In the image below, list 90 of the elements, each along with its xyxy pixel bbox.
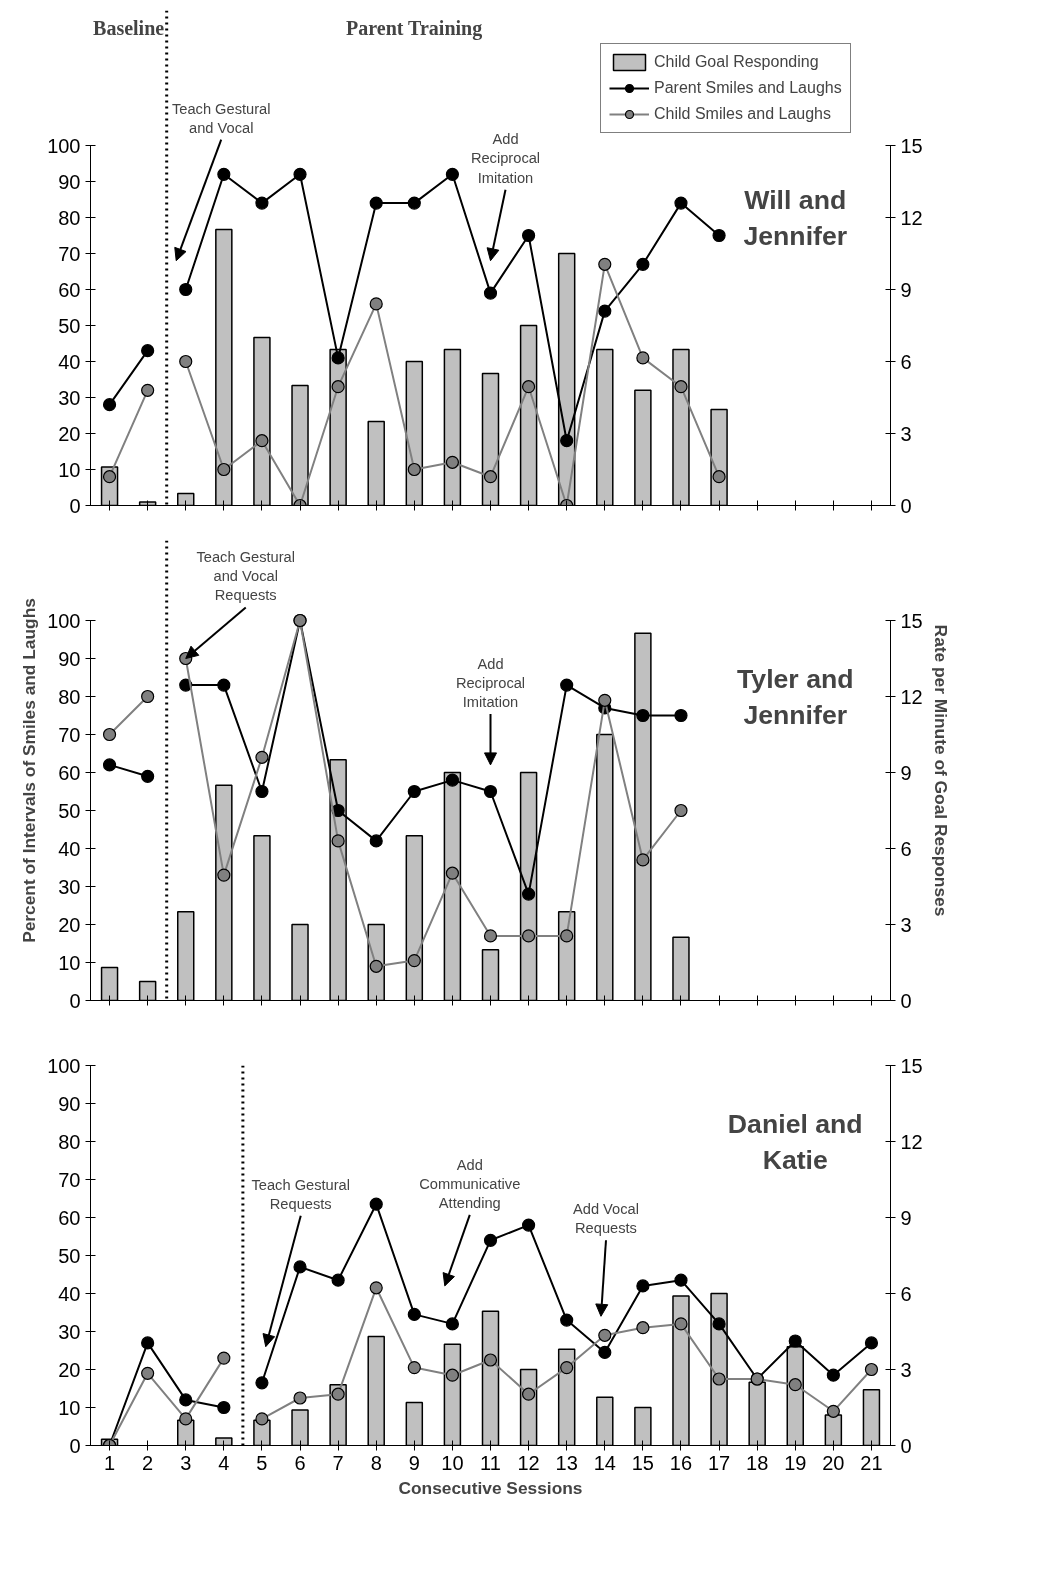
y-tick-label: 90	[58, 1092, 81, 1115]
y-tick-label: 60	[58, 761, 81, 784]
y-tick-label: 60	[58, 278, 81, 301]
y2-tick-label: 0	[900, 989, 912, 1012]
y2-tick-label: 12	[900, 1130, 923, 1153]
y-tick-label: 40	[58, 1282, 81, 1305]
y-tick-label: 20	[58, 913, 81, 936]
y2-tick-label: 3	[900, 422, 912, 445]
y2-tick-label: 12	[900, 685, 923, 708]
y-tick-label: 40	[58, 837, 81, 860]
y-tick-label: 70	[58, 242, 81, 265]
annotation: Add Communicative Attending	[419, 1156, 521, 1211]
y2-tick-label: 6	[900, 837, 912, 860]
x-tick-label: 11	[480, 1451, 501, 1474]
y2-tick-label: 9	[900, 278, 912, 301]
y-tick-label: 100	[47, 609, 81, 632]
y-tick-label: 100	[47, 134, 81, 157]
y2-tick-label: 15	[900, 1054, 923, 1077]
y-tick-label: 10	[58, 951, 81, 974]
x-tick-label: 15	[631, 1451, 655, 1474]
y-tick-label: 30	[58, 875, 81, 898]
y2-axis-title: Rate per Minute of Goal Responses	[930, 624, 951, 917]
annotation: Teach Gestural and Vocal Requests	[196, 549, 296, 604]
x-tick-label: 6	[294, 1451, 306, 1474]
x-tick-label: 20	[822, 1451, 845, 1474]
y-tick-label: 90	[58, 647, 81, 670]
y-tick-label: 90	[58, 170, 81, 193]
x-tick-label: 1	[103, 1451, 116, 1474]
text: Daniel and Katie	[727, 1108, 863, 1175]
x-tick-label: 19	[784, 1451, 807, 1474]
y2-tick-label: 9	[900, 1206, 912, 1229]
y-tick-label: 20	[58, 1358, 81, 1381]
x-tick-label: 17	[707, 1451, 731, 1474]
x-tick-label: 3	[180, 1451, 192, 1474]
y-tick-label: 0	[69, 1434, 81, 1457]
x-tick-label: 8	[370, 1451, 382, 1474]
text: Baseline	[93, 16, 165, 39]
legend-label: Child Smiles and Laughs	[654, 105, 831, 123]
y-tick-label: 0	[69, 494, 81, 517]
y-tick-label: 100	[47, 1054, 81, 1077]
x-tick-label: 9	[408, 1451, 420, 1474]
y2-tick-label: 12	[900, 206, 923, 229]
y-tick-label: 10	[58, 1396, 81, 1419]
x-tick-label: 14	[593, 1451, 616, 1474]
annotation: Add Reciprocal Imitation	[455, 655, 526, 710]
text: Tyler and Jennifer	[737, 663, 854, 730]
x-tick-label: 4	[218, 1451, 230, 1474]
y-tick-label: 50	[58, 799, 81, 822]
y2-tick-label: 6	[900, 1282, 912, 1305]
y-tick-label: 70	[58, 723, 81, 746]
y-axis-title: Percent of Intervals of Smiles and Laughs	[19, 598, 40, 943]
y-tick-label: 80	[58, 206, 81, 229]
x-tick-label: 12	[517, 1451, 540, 1474]
text: Teach Gestural and Vocal	[171, 100, 271, 136]
y2-tick-label: 0	[900, 494, 912, 517]
x-tick-label: 18	[746, 1451, 769, 1474]
annotation: Teach Gestural Requests	[251, 1176, 351, 1212]
y-tick-label: 0	[69, 989, 81, 1012]
y2-tick-label: 6	[900, 350, 912, 373]
text: Parent Training	[346, 16, 483, 40]
x-tick-label: 16	[669, 1451, 693, 1474]
y2-tick-label: 3	[900, 1358, 912, 1381]
x-tick-label: 21	[860, 1451, 883, 1474]
annotation: Add Reciprocal Imitation	[470, 131, 541, 186]
y-tick-label: 80	[58, 1130, 81, 1153]
x-tick-label: 10	[441, 1451, 464, 1474]
y-tick-label: 80	[58, 685, 81, 708]
y2-tick-label: 3	[900, 913, 912, 936]
y-tick-label: 50	[58, 1244, 81, 1267]
y-tick-label: 40	[58, 350, 81, 373]
y-tick-label: 10	[58, 458, 81, 481]
x-axis-title: Consecutive Sessions	[398, 1477, 583, 1498]
text: Will and Jennifer	[743, 184, 848, 251]
y2-tick-label: 0	[900, 1434, 912, 1457]
y-tick-label: 30	[58, 386, 81, 409]
y-tick-label: 50	[58, 314, 81, 337]
annotation: Add Vocal Requests	[572, 1201, 639, 1237]
x-tick-label: 5	[256, 1451, 268, 1474]
legend-label: Parent Smiles and Laughs	[654, 79, 842, 97]
legend-label: Child Goal Responding	[654, 53, 819, 71]
x-tick-label: 7	[332, 1451, 344, 1474]
y-tick-label: 30	[58, 1320, 81, 1343]
x-tick-label: 2	[142, 1451, 154, 1474]
y-tick-label: 70	[58, 1168, 81, 1191]
y-tick-label: 60	[58, 1206, 81, 1229]
y2-tick-label: 15	[900, 609, 923, 632]
y2-tick-label: 9	[900, 761, 912, 784]
y2-tick-label: 15	[900, 134, 923, 157]
y-tick-label: 20	[58, 422, 81, 445]
x-tick-label: 13	[555, 1451, 578, 1474]
